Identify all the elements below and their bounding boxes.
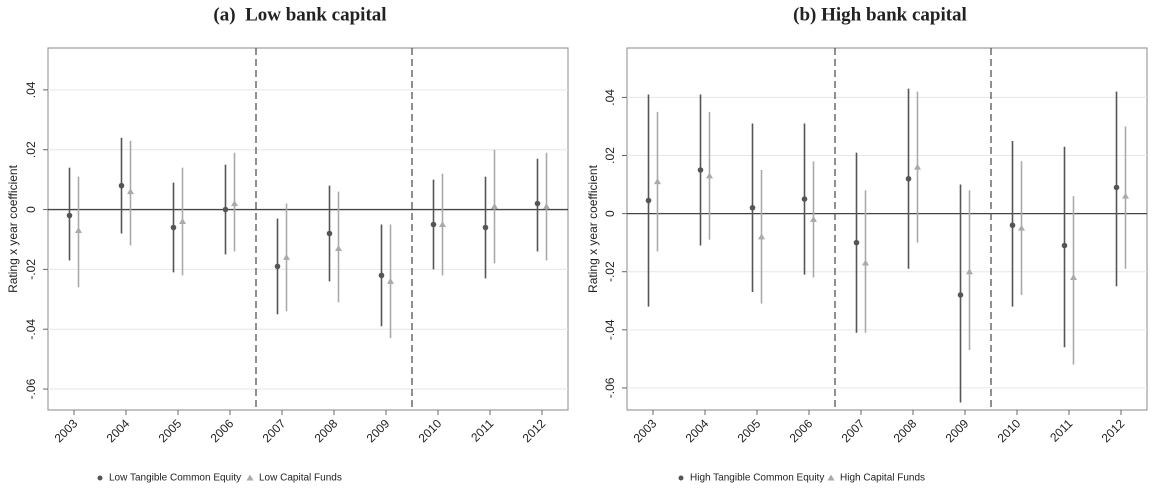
point: [491, 203, 498, 210]
y-tick-label: 0: [603, 210, 617, 217]
y-tick-label: .04: [24, 81, 38, 98]
x-tick-label: 2003: [52, 416, 81, 445]
point: [179, 218, 186, 225]
legend-label: Low Capital Funds: [259, 473, 342, 484]
x-tick-label: 2007: [260, 416, 289, 445]
point: [862, 259, 869, 266]
point: [654, 178, 661, 185]
point: [222, 206, 229, 213]
y-tick-label: -.02: [603, 261, 617, 282]
y-axis-label: Rating x year coefficient: [6, 164, 20, 293]
point: [482, 224, 489, 231]
x-tick-label: 2004: [683, 416, 712, 445]
point: [326, 230, 333, 237]
point: [127, 188, 134, 195]
point: [534, 200, 541, 207]
point: [387, 277, 394, 284]
y-axis-label: Rating x year coefficient: [586, 164, 600, 293]
y-tick-label: -.04: [24, 319, 38, 340]
point: [1070, 274, 1077, 281]
point: [853, 239, 860, 246]
chart-title: (a) Low bank capital: [213, 4, 386, 25]
point: [378, 272, 385, 279]
legend-marker: [246, 474, 254, 481]
x-tick-label: 2012: [520, 416, 549, 445]
point: [274, 263, 281, 270]
point: [543, 203, 550, 210]
x-tick-label: 2005: [735, 416, 764, 445]
x-tick-label: 2010: [995, 416, 1024, 445]
x-tick-label: 2008: [312, 416, 341, 445]
x-tick-label: 2007: [839, 416, 868, 445]
point: [231, 200, 238, 207]
point: [966, 268, 973, 275]
y-tick-label: 0: [24, 206, 38, 213]
y-tick-label: .02: [24, 141, 38, 158]
legend-marker: [678, 475, 684, 481]
point: [914, 163, 921, 170]
point: [1113, 184, 1120, 191]
legend-label: High Tangible Common Equity: [690, 473, 824, 484]
point: [335, 244, 342, 251]
point: [758, 233, 765, 240]
x-tick-label: 2006: [787, 416, 816, 445]
point: [66, 212, 73, 219]
x-tick-label: 2011: [468, 416, 496, 444]
x-tick-label: 2003: [631, 416, 660, 445]
legend-label: High Capital Funds: [840, 473, 925, 484]
point: [645, 197, 652, 204]
point: [1009, 222, 1016, 229]
y-tick-label: .04: [603, 89, 617, 106]
point: [697, 167, 704, 173]
x-tick-label: 2012: [1099, 416, 1128, 445]
point: [801, 196, 808, 202]
x-tick-label: 2005: [156, 416, 185, 445]
point: [1061, 242, 1068, 249]
point: [706, 172, 713, 179]
x-tick-label: 2010: [416, 416, 445, 445]
point: [430, 221, 437, 228]
point: [957, 292, 964, 298]
x-tick-label: 2006: [208, 416, 237, 445]
point: [1018, 224, 1025, 231]
legend-label: Low Tangible Common Equity: [109, 473, 241, 484]
x-tick-label: 2011: [1047, 416, 1075, 444]
y-tick-label: -.04: [603, 319, 617, 340]
plot-frame: [47, 47, 569, 411]
point: [905, 175, 912, 182]
x-tick-label: 2009: [364, 416, 393, 445]
point: [283, 253, 290, 260]
y-tick-label: -.02: [24, 259, 38, 280]
legend-marker: [827, 474, 835, 481]
x-tick-label: 2004: [104, 416, 133, 445]
legend-marker: [97, 475, 103, 481]
point: [75, 226, 82, 233]
point: [118, 182, 125, 189]
x-tick-label: 2008: [891, 416, 920, 445]
y-tick-label: -.06: [24, 378, 38, 399]
y-tick-label: .02: [603, 147, 617, 164]
point: [170, 224, 177, 231]
plot-frame: [626, 47, 1148, 411]
x-tick-label: 2009: [943, 416, 972, 445]
point: [1122, 192, 1129, 199]
point: [810, 215, 817, 222]
point: [439, 221, 446, 228]
y-tick-label: -.06: [603, 377, 617, 398]
point: [749, 204, 756, 211]
chart-title: (b) High bank capital: [793, 4, 967, 25]
